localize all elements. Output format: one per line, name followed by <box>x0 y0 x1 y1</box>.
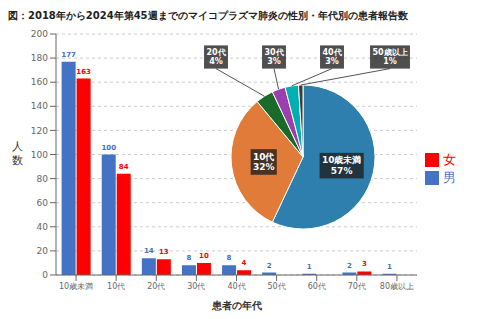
svg-text:1: 1 <box>307 263 312 271</box>
svg-text:10: 10 <box>199 252 209 260</box>
svg-text:2: 2 <box>267 262 272 270</box>
svg-text:1: 1 <box>387 263 392 271</box>
svg-text:10代: 10代 <box>107 282 125 291</box>
svg-text:30代3%: 30代3% <box>264 48 283 67</box>
svg-text:10歳未満: 10歳未満 <box>59 282 93 291</box>
html-text:女: 女 <box>443 151 456 167</box>
svg-text:0: 0 <box>42 270 48 280</box>
html-text:人: 人 <box>11 140 23 153</box>
svg-text:80歳以上: 80歳以上 <box>380 282 414 291</box>
svg-text:60代: 60代 <box>308 282 326 291</box>
svg-text:40代3%: 40代3% <box>322 48 341 67</box>
svg-text:20: 20 <box>37 246 49 256</box>
svg-text:160: 160 <box>31 77 48 87</box>
svg-text:84: 84 <box>119 163 129 171</box>
svg-text:40代: 40代 <box>227 282 245 291</box>
svg-text:20代4%: 20代4% <box>206 48 225 67</box>
svg-text:80: 80 <box>37 174 49 184</box>
svg-text:4: 4 <box>242 259 247 267</box>
svg-text:8: 8 <box>187 254 192 262</box>
svg-text:50歳以上1%: 50歳以上1% <box>372 48 407 67</box>
svg-text:200: 200 <box>31 29 48 39</box>
html-text:図：2018年から2024年第45週までのマイコプラズマ肺炎: 図：2018年から2024年第45週までのマイコプラズマ肺炎の性別・年代別の患者… <box>8 10 408 21</box>
svg-text:180: 180 <box>31 53 48 63</box>
svg-text:3: 3 <box>362 260 367 268</box>
svg-text:60: 60 <box>37 198 49 208</box>
svg-text:100: 100 <box>31 150 48 160</box>
svg-text:50代: 50代 <box>268 282 286 291</box>
html-text:数: 数 <box>11 154 23 167</box>
svg-text:8: 8 <box>227 254 232 262</box>
svg-text:10歳未満57%: 10歳未満57% <box>322 155 362 176</box>
html-text:男: 男 <box>443 169 456 185</box>
svg-text:177: 177 <box>61 51 76 59</box>
svg-text:13: 13 <box>159 248 169 256</box>
svg-text:140: 140 <box>31 101 48 111</box>
svg-text:163: 163 <box>76 68 91 76</box>
svg-text:20代: 20代 <box>147 282 165 291</box>
svg-text:120: 120 <box>31 126 48 136</box>
svg-text:100: 100 <box>101 144 116 152</box>
svg-text:2: 2 <box>347 262 352 270</box>
svg-text:70代: 70代 <box>348 282 366 291</box>
svg-text:10代32%: 10代32% <box>253 152 275 173</box>
svg-text:14: 14 <box>144 247 154 255</box>
svg-text:30代: 30代 <box>187 282 205 291</box>
svg-text:患者の年代: 患者の年代 <box>211 300 262 311</box>
svg-text:40: 40 <box>37 222 49 232</box>
